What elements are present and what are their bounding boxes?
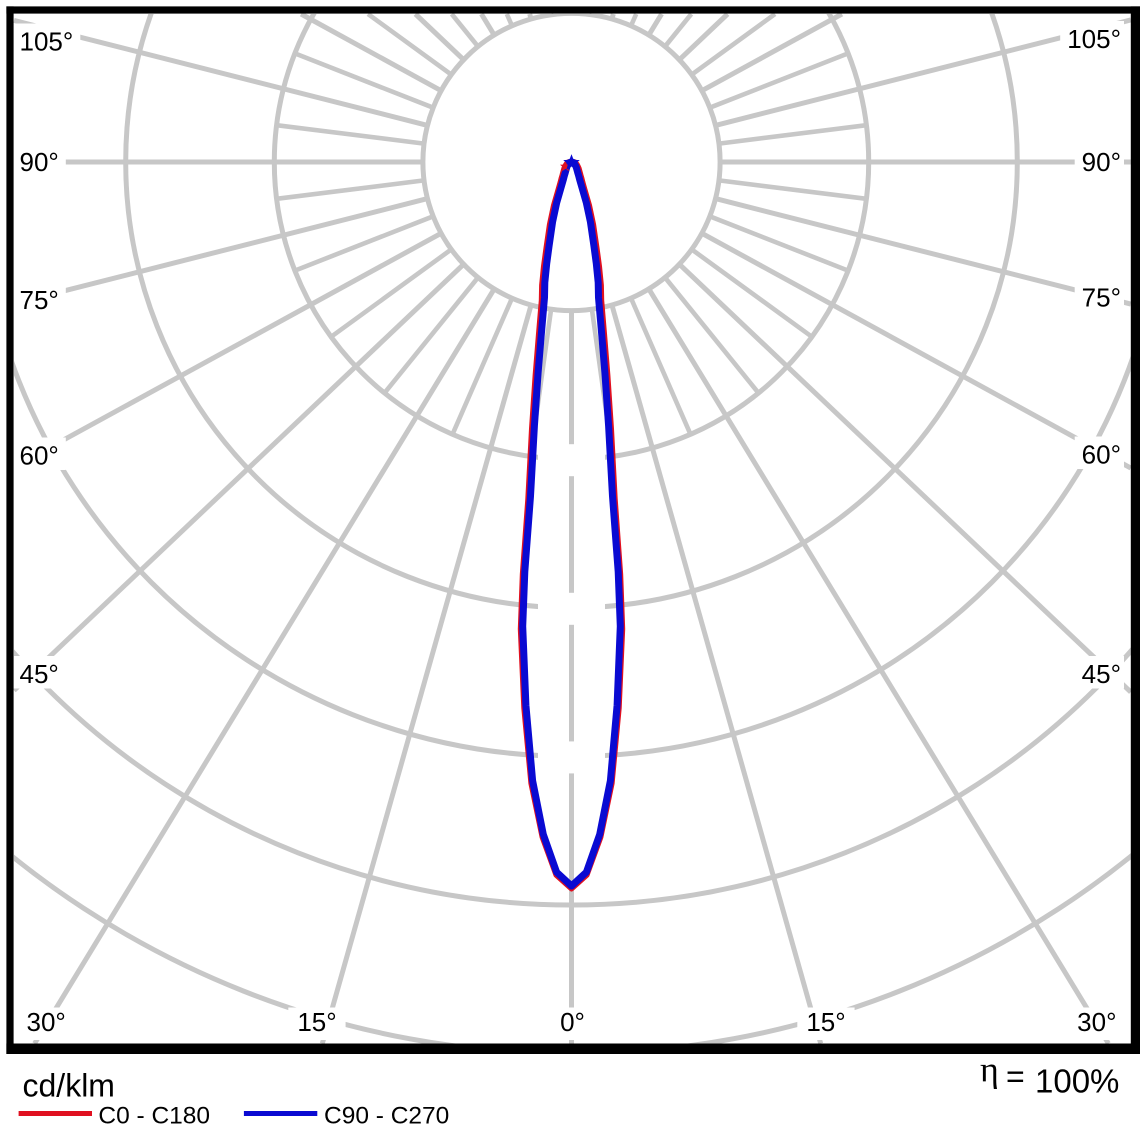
svg-text:105°: 105°: [1067, 24, 1121, 54]
svg-text:45°: 45°: [1082, 659, 1121, 689]
svg-text:cd/klm: cd/klm: [23, 1068, 115, 1104]
svg-text:15°: 15°: [806, 1007, 845, 1037]
svg-text:30°: 30°: [1077, 1007, 1116, 1037]
svg-text:=: =: [1006, 1059, 1025, 1095]
svg-text:90°: 90°: [20, 147, 59, 177]
svg-text:C90 - C270: C90 - C270: [324, 1103, 449, 1130]
svg-text:η: η: [980, 1050, 999, 1090]
svg-text:100%: 100%: [1035, 1063, 1119, 1100]
svg-text:60°: 60°: [1082, 439, 1121, 469]
svg-text:60°: 60°: [20, 440, 59, 470]
svg-text:0°: 0°: [560, 1007, 585, 1037]
svg-text:C0 - C180: C0 - C180: [98, 1103, 210, 1130]
svg-text:45°: 45°: [20, 659, 59, 689]
svg-text:75°: 75°: [1082, 282, 1121, 312]
svg-text:105°: 105°: [20, 26, 74, 56]
svg-text:30°: 30°: [27, 1007, 66, 1037]
svg-text:90°: 90°: [1082, 147, 1121, 177]
svg-text:15°: 15°: [297, 1007, 336, 1037]
svg-text:75°: 75°: [20, 285, 59, 315]
